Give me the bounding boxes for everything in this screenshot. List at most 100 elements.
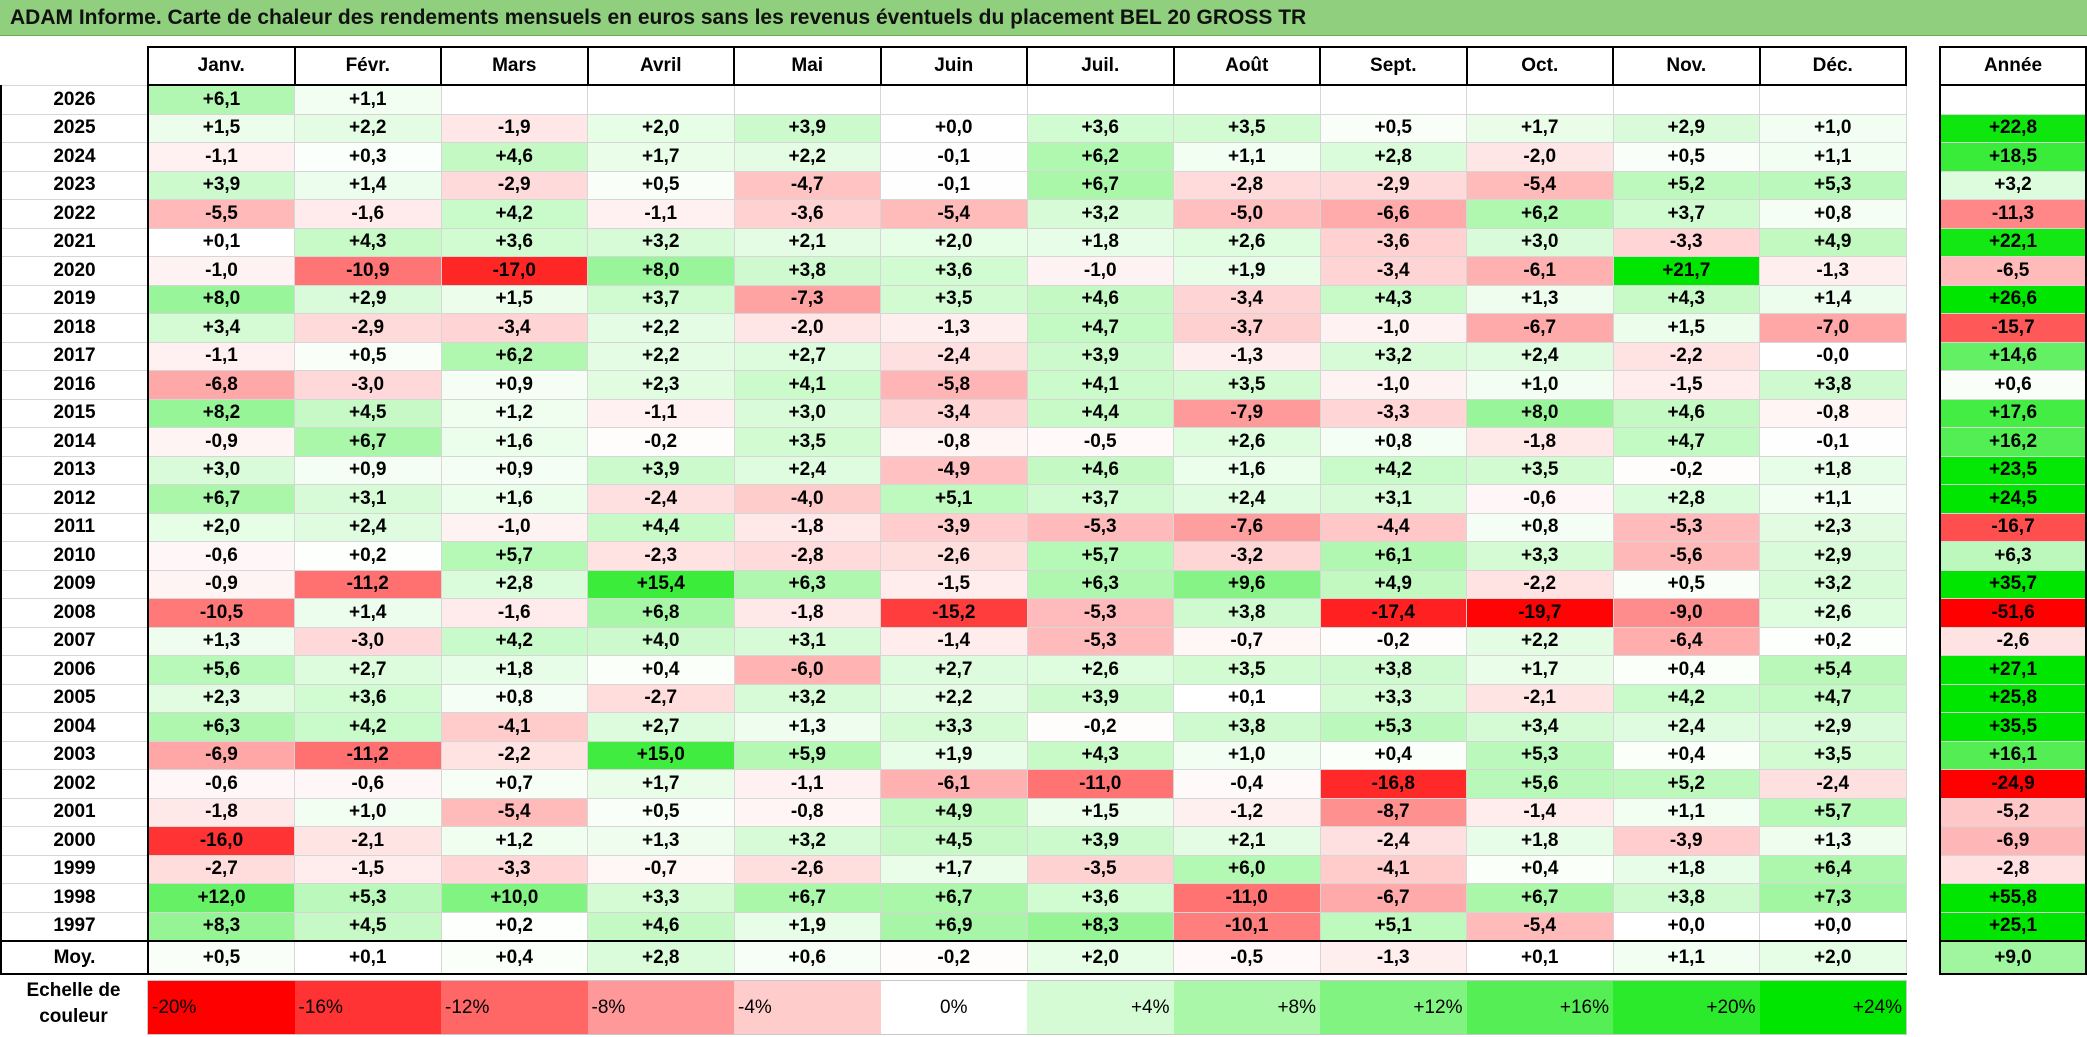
heatmap-cell: +0,8 bbox=[1319, 427, 1467, 457]
heatmap-cell: -7,6 bbox=[1173, 512, 1321, 542]
annual-row: +24,5 bbox=[1939, 484, 2087, 514]
table-row: 2019 +8,0 +2,9 +1,5 +3,7 -7,3 +3,5 +4,6 -3,4 +4,3… bbox=[0, 284, 1907, 314]
heatmap-cell: -6,7 bbox=[1319, 883, 1467, 913]
year-label: 1997 bbox=[0, 911, 149, 942]
heatmap-cell: +0,5 bbox=[1612, 142, 1760, 172]
heatmap-cell: -3,9 bbox=[1612, 826, 1760, 856]
heatmap-cell: +3,9 bbox=[1026, 341, 1174, 371]
heatmap-cell: +3,9 bbox=[733, 113, 881, 143]
average-cell: +1,1 bbox=[1612, 940, 1760, 975]
heatmap-cell: +1,2 bbox=[440, 398, 588, 428]
heatmap-cell: -5,3 bbox=[1026, 626, 1174, 656]
heatmap-cell: -0,8 bbox=[733, 797, 881, 827]
heatmap-cell: +2,7 bbox=[880, 655, 1028, 685]
year-label: 2006 bbox=[0, 655, 149, 685]
heatmap-cell: +1,3 bbox=[733, 712, 881, 742]
year-label: 2014 bbox=[0, 427, 149, 457]
annual-row: +22,8 bbox=[1939, 113, 2087, 143]
month-header: Janv. bbox=[147, 46, 296, 86]
heatmap-cell: +1,3 bbox=[587, 826, 735, 856]
heatmap-cell: +1,8 bbox=[1026, 227, 1174, 257]
heatmap-cell: +4,2 bbox=[1612, 683, 1760, 713]
heatmap-cell: -1,8 bbox=[733, 512, 881, 542]
heatmap-cell: -5,5 bbox=[147, 199, 295, 229]
heatmap-cell: +3,3 bbox=[1319, 683, 1467, 713]
heatmap-cell bbox=[880, 84, 1028, 115]
heatmap-cell: +0,9 bbox=[440, 370, 588, 400]
heatmap-cell: -19,7 bbox=[1466, 598, 1614, 628]
average-cell: -0,5 bbox=[1173, 940, 1321, 975]
heatmap-cell: -3,3 bbox=[440, 854, 588, 884]
heatmap-cell: +3,6 bbox=[1026, 883, 1174, 913]
annual-row: -6,5 bbox=[1939, 256, 2087, 286]
annual-row: -2,8 bbox=[1939, 854, 2087, 884]
heatmap-cell bbox=[1466, 84, 1614, 115]
heatmap-cell: -2,8 bbox=[733, 541, 881, 571]
heatmap-cell: +8,0 bbox=[1466, 398, 1614, 428]
heatmap-cell: +4,7 bbox=[1612, 427, 1760, 457]
average-cell: -0,2 bbox=[880, 940, 1028, 975]
table-row: 2025 +1,5 +2,2 -1,9 +2,0 +3,9 +0,0 +3,6 +3,5 +0,5… bbox=[0, 113, 1907, 143]
heatmap-cell: +3,6 bbox=[440, 227, 588, 257]
heatmap-cell: +6,3 bbox=[733, 569, 881, 599]
heatmap-cell: +3,2 bbox=[733, 826, 881, 856]
heatmap-cell: +2,6 bbox=[1173, 427, 1321, 457]
heatmap-cell: +12,0 bbox=[147, 883, 295, 913]
heatmap-cell: +5,1 bbox=[880, 484, 1028, 514]
heatmap-cell: -2,7 bbox=[587, 683, 735, 713]
heatmap-cell: +4,3 bbox=[1026, 740, 1174, 770]
heatmap-cell: +2,6 bbox=[1759, 598, 1907, 628]
annual-cell: +6,3 bbox=[1939, 541, 2087, 571]
heatmap-cell: -1,1 bbox=[733, 769, 881, 799]
heatmap-cell: +4,3 bbox=[1612, 284, 1760, 314]
heatmap-cell: +6,1 bbox=[1319, 541, 1467, 571]
heatmap-cell: -3,6 bbox=[1319, 227, 1467, 257]
year-label: 2016 bbox=[0, 370, 149, 400]
heatmap-cell: +1,7 bbox=[587, 769, 735, 799]
heatmap-cell: +1,4 bbox=[294, 170, 442, 200]
month-header: Mars bbox=[440, 46, 589, 86]
annual-cell bbox=[1939, 84, 2087, 115]
color-scale-stop: +24% bbox=[1759, 981, 1906, 1034]
annual-cell: +35,7 bbox=[1939, 569, 2087, 599]
heatmap-cell: +0,0 bbox=[1612, 911, 1760, 942]
heatmap-cell: -2,8 bbox=[1173, 170, 1321, 200]
heatmap-cell: +3,5 bbox=[1173, 370, 1321, 400]
heatmap-cell: +6,7 bbox=[880, 883, 1028, 913]
heatmap-cell: -16,0 bbox=[147, 826, 295, 856]
heatmap-cell: -6,4 bbox=[1612, 626, 1760, 656]
heatmap-cell: +0,4 bbox=[1612, 740, 1760, 770]
table-row: 2011 +2,0 +2,4 -1,0 +4,4 -1,8 -3,9 -5,3 -7,6 -4,4… bbox=[0, 512, 1907, 542]
month-header: Août bbox=[1172, 46, 1321, 86]
year-label: 2002 bbox=[0, 769, 149, 799]
annual-row: +17,6 bbox=[1939, 398, 2087, 428]
annual-cell: +25,8 bbox=[1939, 683, 2087, 713]
heatmap-cell: +0,5 bbox=[1319, 113, 1467, 143]
heatmap-cell: +2,7 bbox=[294, 655, 442, 685]
average-row: Moy. +0,5 +0,1 +0,4 +2,8 +0,6 -0,2 +2,0 -0,5 -1,3… bbox=[0, 940, 1907, 975]
heatmap-cell: +3,2 bbox=[733, 683, 881, 713]
heatmap-cell: +5,3 bbox=[1466, 740, 1614, 770]
heatmap-cell: +4,6 bbox=[1026, 284, 1174, 314]
heatmap-cell: -11,0 bbox=[1173, 883, 1321, 913]
heatmap-cell: -1,6 bbox=[294, 199, 442, 229]
heatmap-cell: -3,4 bbox=[1173, 284, 1321, 314]
annual-cell: +25,1 bbox=[1939, 911, 2087, 942]
average-cell: +2,8 bbox=[587, 940, 735, 975]
heatmap-cell: -1,3 bbox=[880, 313, 1028, 343]
heatmap-cell: +1,8 bbox=[440, 655, 588, 685]
annual-cell: -6,5 bbox=[1939, 256, 2087, 286]
heatmap-cell: -1,1 bbox=[587, 398, 735, 428]
heatmap-cell: -1,1 bbox=[147, 142, 295, 172]
color-scale-stop: +4% bbox=[1027, 981, 1174, 1034]
annual-cell: -6,9 bbox=[1939, 826, 2087, 856]
annual-row: -51,6 bbox=[1939, 598, 2087, 628]
heatmap-cell: +2,3 bbox=[147, 683, 295, 713]
heatmap-cell: +2,8 bbox=[1612, 484, 1760, 514]
heatmap-cell: +1,1 bbox=[1173, 142, 1321, 172]
annual-row: -16,7 bbox=[1939, 512, 2087, 542]
heatmap-cell: +5,3 bbox=[1759, 170, 1907, 200]
heatmap-cell: +3,5 bbox=[1173, 113, 1321, 143]
table-row: 2003 -6,9 -11,2 -2,2 +15,0 +5,9 +1,9 +4,3 +1,0 +0… bbox=[0, 740, 1907, 770]
table-row: 2026 +6,1 +1,1 bbox=[0, 84, 1907, 115]
